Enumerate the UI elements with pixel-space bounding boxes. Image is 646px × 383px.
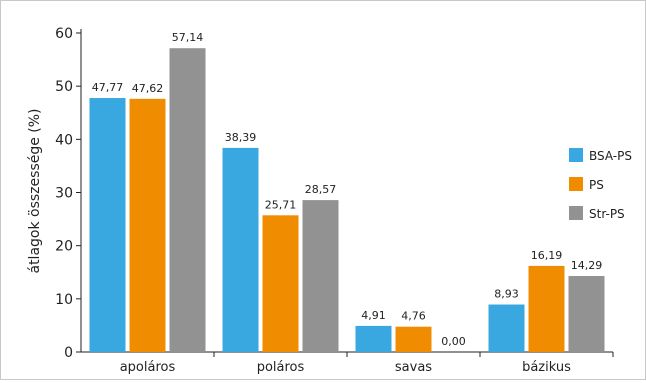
data-label: 8,93	[494, 288, 519, 301]
data-label: 14,29	[571, 259, 603, 272]
y-tick-label: 0	[64, 345, 73, 361]
legend-label: PS	[589, 178, 604, 192]
y-tick-label: 30	[55, 186, 73, 202]
x-tick-label: bázikus	[522, 360, 571, 375]
y-tick-label: 40	[55, 132, 73, 148]
bar	[89, 98, 126, 353]
data-label: 47,77	[92, 81, 124, 94]
legend-label: BSA-PS	[589, 149, 632, 163]
data-label: 0,00	[441, 335, 466, 348]
bar	[355, 325, 392, 352]
bar	[395, 326, 432, 352]
data-label: 4,91	[361, 309, 386, 322]
bar	[568, 276, 605, 352]
data-label: 16,19	[531, 249, 563, 262]
data-label: 25,71	[265, 198, 297, 211]
data-label: 47,62	[132, 82, 164, 95]
x-tick-label: poláros	[257, 360, 305, 375]
data-label: 38,39	[225, 131, 257, 144]
legend: BSA-PS PS Str-PS	[569, 148, 632, 221]
bar	[222, 147, 259, 352]
y-tick-label: 10	[55, 292, 73, 308]
x-tick-label: savas	[395, 360, 432, 375]
bar	[528, 265, 565, 352]
data-label: 57,14	[172, 31, 204, 44]
bar	[302, 200, 339, 352]
bar	[169, 48, 206, 353]
data-label: 4,76	[401, 310, 426, 323]
x-tick-label: apoláros	[120, 360, 176, 375]
legend-swatch	[569, 177, 583, 191]
axes: 0 10 20 30 40 50 60 apoláros poláros savas bázikus	[55, 26, 614, 375]
y-tick-label: 60	[55, 26, 73, 42]
legend-swatch	[569, 148, 583, 162]
bar	[262, 215, 299, 352]
bar	[129, 98, 166, 352]
bars: 47,77 47,62 57,14 38,39 25,71 28,57 4,91 4,76 0,…	[89, 31, 605, 353]
data-label: 28,57	[305, 183, 337, 196]
bar	[488, 304, 525, 352]
y-tick-label: 20	[55, 239, 73, 255]
y-axis-label: átlagok összessége (%)	[27, 108, 43, 273]
legend-swatch	[569, 206, 583, 220]
y-tick-label: 50	[55, 79, 73, 95]
legend-label: Str-PS	[589, 207, 625, 221]
